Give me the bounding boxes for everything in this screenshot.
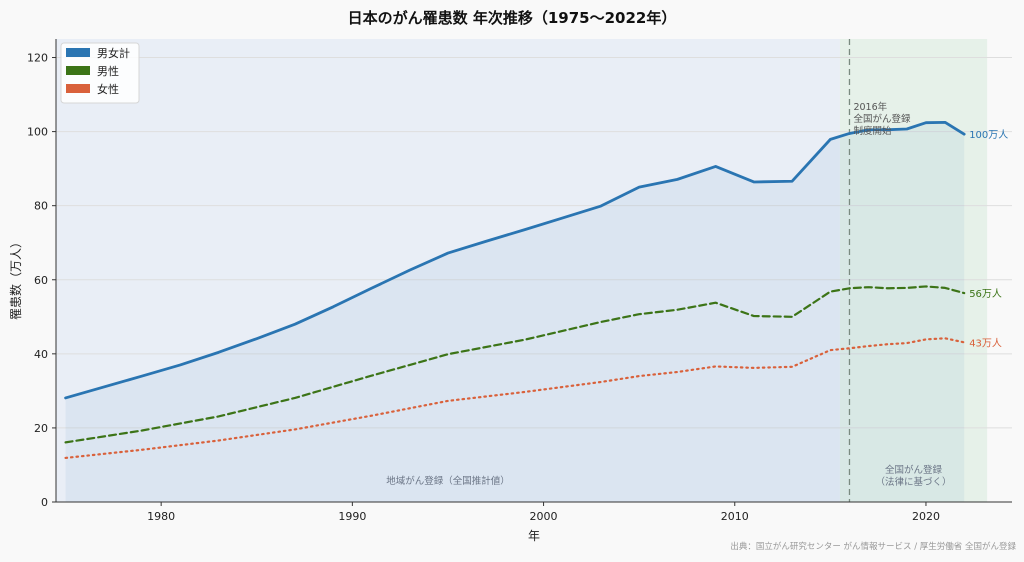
legend-label-2: 女性: [97, 82, 119, 96]
vline-label-2: 制度開始: [853, 125, 892, 137]
y-tick-label-60: 60: [34, 274, 48, 287]
x-tick-label-2020: 2020: [912, 510, 940, 523]
region-band-0: [56, 39, 840, 502]
y-tick-label-40: 40: [34, 348, 48, 361]
x-tick-label-2010: 2010: [721, 510, 749, 523]
y-axis-label: 罹患数（万人）: [8, 236, 23, 320]
end-label-0: 100万人: [969, 129, 1008, 141]
series-line-1: [64, 285, 966, 444]
y-tick-label-80: 80: [34, 200, 48, 213]
total-area-fill: [65, 122, 965, 502]
legend-swatch-1: [66, 66, 90, 75]
series-line-2: [64, 337, 966, 460]
vline-label-0: 2016年: [853, 101, 887, 113]
end-label-2: 43万人: [969, 337, 1002, 349]
region-label-1-0: 全国がん登録: [885, 464, 943, 476]
source-note: 出典：国立がん研究センター がん情報サービス / 厚生労働省 全国がん登録: [730, 541, 1016, 552]
axes: [52, 39, 1012, 506]
x-tick-label-2000: 2000: [530, 510, 558, 523]
background-regions: [56, 39, 988, 502]
legend-label-1: 男性: [97, 64, 119, 78]
x-tick-label-1980: 1980: [147, 510, 175, 523]
y-tick-label-100: 100: [27, 126, 48, 139]
region-label-1-1: （法律に基づく）: [876, 476, 952, 488]
end-labels: 100万人 56万人 43万人: [969, 129, 1008, 349]
chart-title: 日本のがん罹患数 年次推移（1975〜2022年）: [348, 9, 677, 27]
legend-label-0: 男女計: [97, 46, 130, 60]
region-label-0-0: 地域がん登録（全国推計値）: [386, 475, 510, 487]
y-tick-label-20: 20: [34, 422, 48, 435]
area-fill: [65, 122, 965, 502]
series-line-0: [64, 120, 966, 400]
end-label-1: 56万人: [969, 288, 1002, 300]
y-tick-label-0: 0: [41, 496, 48, 509]
annotations: 地域がん登録（全国推計値）全国がん登録（法律に基づく）2016年全国がん登録制度…: [386, 101, 951, 488]
region-band-1: [839, 39, 988, 502]
x-tick-label-1990: 1990: [338, 510, 366, 523]
legend-swatch-2: [66, 84, 90, 93]
y-tick-label-120: 120: [27, 52, 48, 65]
series-lines: [64, 120, 966, 460]
legend-swatch-0: [66, 48, 90, 57]
vline-label-1: 全国がん登録: [853, 113, 911, 125]
x-axis-label: 年: [528, 529, 540, 543]
tick-labels: 0 20 40 60 80 100 120 1980 1990 2000 2010 2020: [27, 52, 940, 523]
